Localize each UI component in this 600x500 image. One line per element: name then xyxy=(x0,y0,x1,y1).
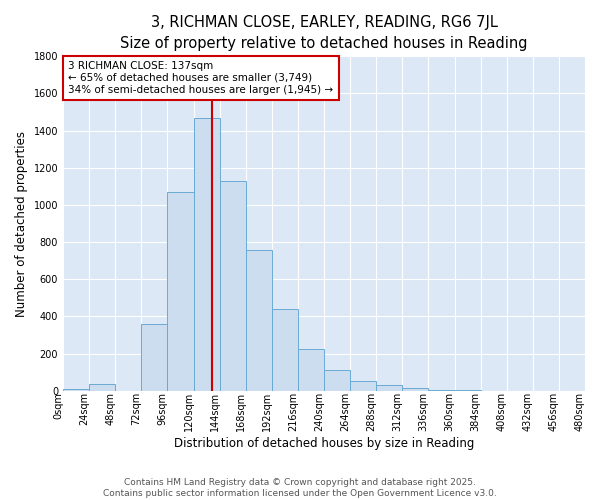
Text: 3 RICHMAN CLOSE: 137sqm
← 65% of detached houses are smaller (3,749)
34% of semi: 3 RICHMAN CLOSE: 137sqm ← 65% of detache… xyxy=(68,62,334,94)
X-axis label: Distribution of detached houses by size in Reading: Distribution of detached houses by size … xyxy=(174,437,474,450)
Bar xyxy=(89,384,115,391)
Bar xyxy=(403,388,428,391)
Bar xyxy=(63,389,89,391)
Bar xyxy=(167,192,194,391)
Bar xyxy=(350,380,376,391)
Bar xyxy=(142,324,167,391)
Bar xyxy=(272,309,298,391)
Bar xyxy=(428,390,455,391)
Y-axis label: Number of detached properties: Number of detached properties xyxy=(15,130,28,316)
Bar xyxy=(324,370,350,391)
Text: Contains HM Land Registry data © Crown copyright and database right 2025.
Contai: Contains HM Land Registry data © Crown c… xyxy=(103,478,497,498)
Title: 3, RICHMAN CLOSE, EARLEY, READING, RG6 7JL
Size of property relative to detached: 3, RICHMAN CLOSE, EARLEY, READING, RG6 7… xyxy=(120,15,528,51)
Bar xyxy=(220,181,246,391)
Bar xyxy=(194,118,220,391)
Bar xyxy=(376,385,403,391)
Bar xyxy=(246,250,272,391)
Bar xyxy=(298,349,324,391)
